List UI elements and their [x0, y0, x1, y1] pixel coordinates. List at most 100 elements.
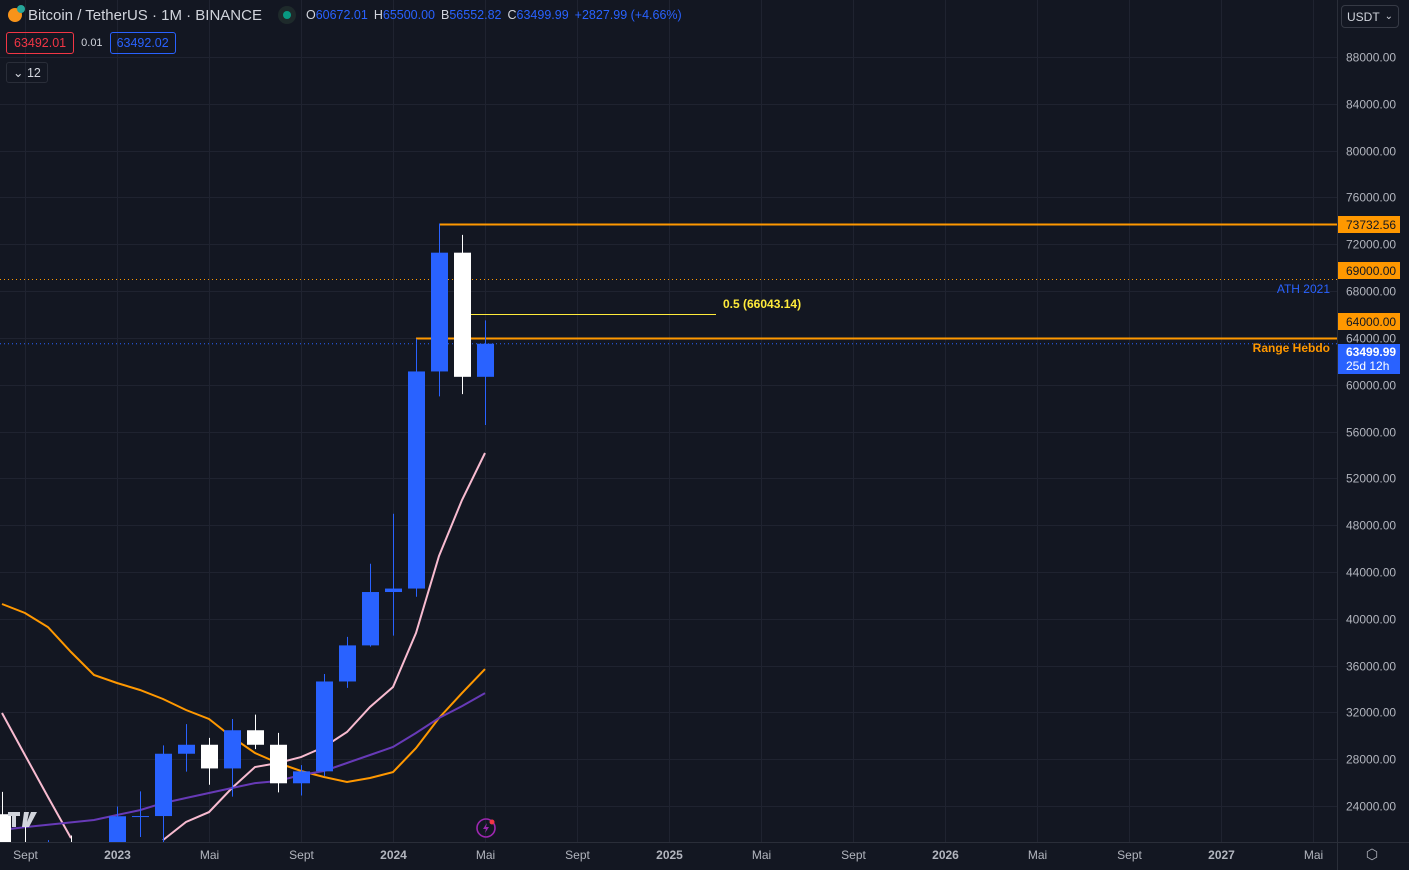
price-axis-badge	[1338, 216, 1400, 233]
candle-body[interactable]	[0, 814, 11, 852]
candle-body[interactable]	[431, 252, 448, 372]
drawings	[0, 223, 1337, 345]
time-tick-label: Mai	[1304, 848, 1323, 862]
bitcoin-icon	[8, 5, 25, 22]
price-tick-label: 80000.00	[1346, 145, 1396, 159]
time-tick-label: Sept	[1117, 848, 1142, 862]
last-price-text: 63499.99	[1346, 345, 1396, 359]
plot-area[interactable]	[0, 223, 1337, 870]
price-tick-label: 72000.00	[1346, 238, 1396, 252]
price-tick-label: 32000.00	[1346, 706, 1396, 720]
price-tick-label: 36000.00	[1346, 660, 1396, 674]
grid	[0, 0, 1337, 842]
tradingview-logo[interactable]	[8, 812, 37, 827]
time-tick-label: Mai	[752, 848, 771, 862]
line-text-label: Range Hebdo	[1252, 340, 1330, 355]
time-tick-label: Mai	[200, 848, 219, 862]
price-axis-badge	[1338, 262, 1400, 279]
time-tick-label: Sept	[565, 848, 590, 862]
candle-body[interactable]	[155, 753, 172, 817]
symbol-title[interactable]: Bitcoin / TetherUS · 1M · BINANCE	[28, 6, 262, 24]
price-tick-label: 28000.00	[1346, 753, 1396, 767]
candle-body[interactable]	[109, 816, 126, 870]
time-axis[interactable]: Sept 2023 Mai Sept 2024 Mai Sept 2025 Mai Sept 202…	[13, 848, 1323, 862]
time-tick-label: 2026	[932, 848, 959, 862]
line-text-label: ATH 2021	[1276, 281, 1330, 296]
price-axis-badge	[1338, 313, 1400, 330]
market-status-icon[interactable]	[277, 6, 296, 24]
chevron-down-icon: ⌄	[13, 66, 24, 80]
ma-orange-line	[1, 603, 486, 784]
candle-body[interactable]	[178, 744, 195, 754]
change-value: +2827.99 (+4.66%)	[574, 8, 682, 22]
price-tick-label: 84000.00	[1346, 98, 1396, 112]
candle-body[interactable]	[40, 847, 57, 859]
fib-level-label: 0.5 (66043.14)	[723, 296, 802, 311]
candle-body[interactable]	[454, 252, 471, 377]
lightning-icon[interactable]	[476, 818, 496, 838]
candle-body[interactable]	[63, 847, 80, 870]
candle-body[interactable]	[224, 730, 241, 769]
bar-countdown-text: 25d 12h	[1346, 359, 1389, 373]
price-tick-label: 24000.00	[1346, 800, 1396, 814]
price-axis-badge-text: 73732.56	[1346, 218, 1396, 232]
price-axis-badge-text: 69000.00	[1346, 264, 1396, 278]
time-tick-label: Sept	[13, 848, 38, 862]
buy-button[interactable]: 63492.02	[109, 32, 176, 54]
last-price-badge	[1338, 344, 1400, 374]
candle-body[interactable]	[201, 744, 218, 769]
candle-body[interactable]	[270, 744, 287, 784]
candle-body[interactable]	[293, 771, 310, 784]
price-tick-label: 64000.00	[1346, 332, 1396, 346]
price-tick-label: 60000.00	[1346, 379, 1396, 393]
spread-value: 0.01	[81, 37, 103, 49]
time-tick-label: 2027	[1208, 848, 1235, 862]
chevron-down-icon: ⌄	[1384, 11, 1393, 22]
indicators-toggle-button[interactable]: ⌄ 12	[6, 62, 48, 83]
candles	[0, 223, 494, 870]
low-label: B	[441, 8, 450, 22]
time-tick-label: Mai	[476, 848, 495, 862]
low-value: 56552.82	[449, 8, 502, 22]
sell-button[interactable]: 63492.01	[6, 32, 75, 54]
price-tick-label: 68000.00	[1346, 285, 1396, 299]
trade-panel: 63492.01 0.01 63492.02	[6, 32, 176, 54]
close-label: C	[507, 8, 517, 22]
candle-body[interactable]	[132, 816, 149, 818]
high-value: 65500.00	[382, 8, 436, 22]
price-tick-label: 48000.00	[1346, 519, 1396, 533]
open-value: 60672.01	[315, 8, 368, 22]
price-tick-label: 56000.00	[1346, 426, 1396, 440]
price-tick-label: 40000.00	[1346, 613, 1396, 627]
time-tick-label: 2023	[104, 848, 131, 862]
open-label: O	[305, 8, 316, 22]
ohlc-values: O60672.01 H65500.00 B56552.82 C63499.99 …	[306, 8, 682, 22]
high-label: H	[373, 8, 383, 22]
axis-settings-icon[interactable]: ⬡	[1365, 846, 1379, 862]
close-value: 63499.99	[516, 8, 569, 22]
time-tick-label: 2025	[656, 848, 683, 862]
time-tick-label: Sept	[841, 848, 866, 862]
ma-purple-line	[1, 692, 486, 831]
candle-body[interactable]	[385, 588, 402, 593]
price-tick-label: 44000.00	[1346, 566, 1396, 580]
candle-body[interactable]	[339, 645, 356, 682]
candle-body[interactable]	[362, 592, 379, 646]
candle-body[interactable]	[408, 371, 425, 589]
price-axis-badge-text: 64000.00	[1346, 315, 1396, 329]
candle-body[interactable]	[247, 730, 264, 745]
currency-value: USDT	[1347, 9, 1380, 24]
indicators-count: 12	[26, 66, 41, 80]
price-axis[interactable]: 88000.00 84000.00 80000.00 76000.00 72000.00…	[1346, 51, 1396, 814]
symbol-header: Bitcoin / TetherUS · 1M · BINANCE O60672…	[8, 5, 682, 24]
price-tick-label: 76000.00	[1346, 191, 1396, 205]
price-tick-label: 52000.00	[1346, 472, 1396, 486]
time-tick-label: 2024	[380, 848, 407, 862]
currency-select[interactable]: USDT ⌄	[1341, 5, 1399, 28]
candle-body[interactable]	[477, 343, 494, 377]
price-tick-label: 88000.00	[1346, 51, 1396, 65]
candle-body[interactable]	[316, 681, 333, 772]
time-tick-label: Mai	[1028, 848, 1047, 862]
